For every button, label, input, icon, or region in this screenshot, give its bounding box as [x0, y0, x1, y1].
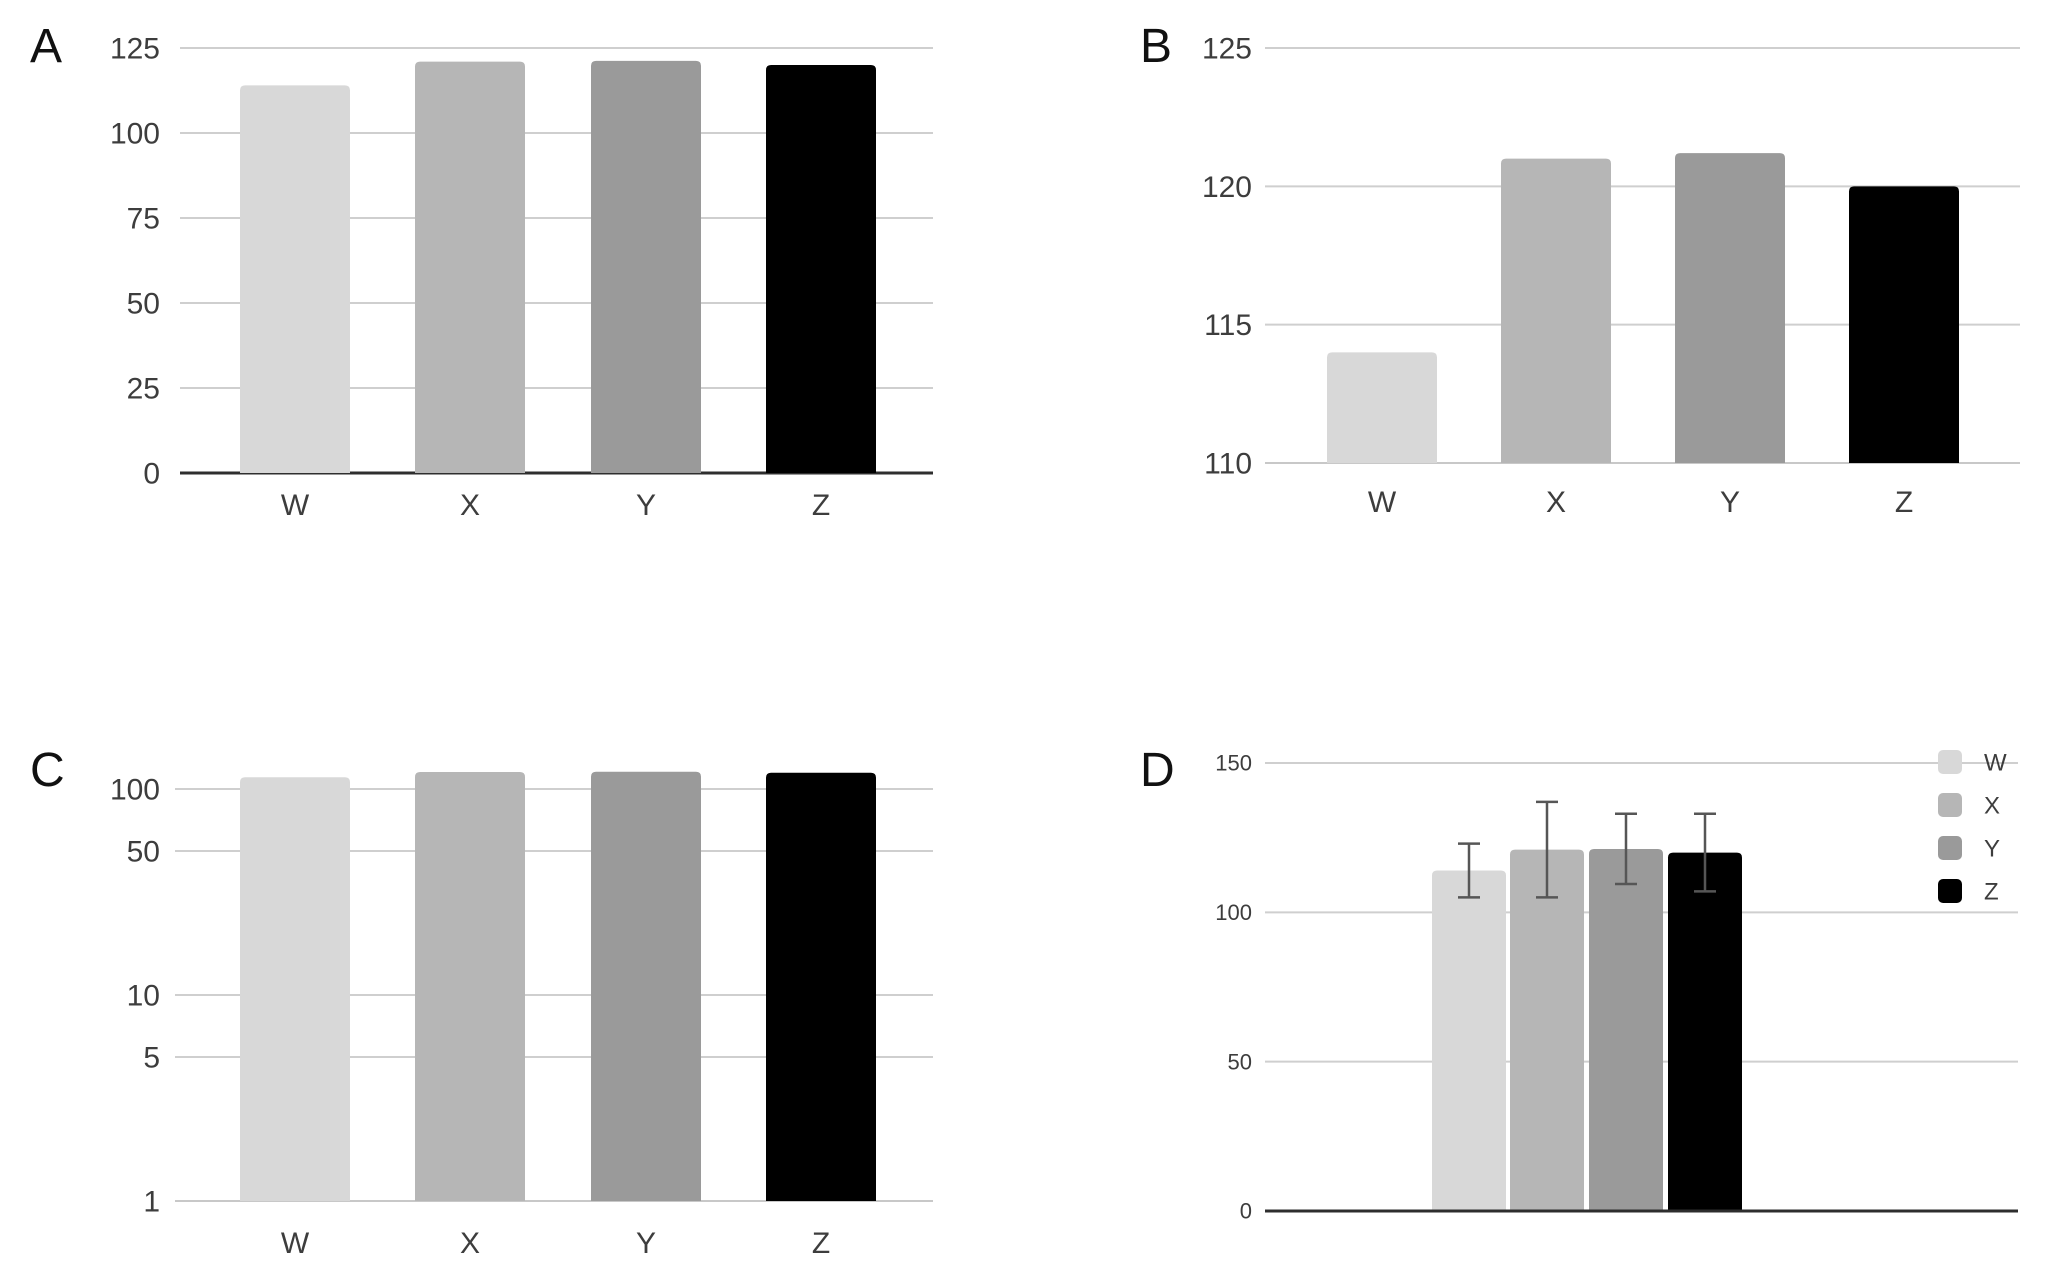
- bar-x-panel-D: [1510, 849, 1584, 1211]
- x-category-label: X: [460, 1227, 480, 1260]
- y-tick-label: 75: [127, 203, 160, 236]
- panel-letter-A: A: [30, 20, 62, 73]
- y-tick-label: 10: [127, 980, 160, 1013]
- x-category-label: W: [281, 1227, 310, 1260]
- legend-swatch-w: [1938, 750, 1962, 774]
- bar-w-panel-B: [1327, 352, 1437, 463]
- y-tick-label: 125: [1202, 33, 1252, 66]
- bar-z-panel-A: [766, 65, 876, 473]
- y-tick-label: 50: [1228, 1049, 1252, 1074]
- panel-C: C 1 5 10 50 100 W X Y Z: [30, 744, 933, 1260]
- y-tick-label: 0: [1240, 1199, 1252, 1224]
- y-tick-label: 100: [110, 774, 160, 807]
- x-category-label: Z: [812, 1227, 830, 1260]
- y-tick-label: 50: [127, 288, 160, 321]
- y-tick-label: 100: [110, 118, 160, 151]
- bar-z-panel-B: [1849, 186, 1959, 464]
- bar-y-panel-C: [591, 771, 701, 1201]
- bar-x-panel-C: [415, 771, 525, 1201]
- y-tick-label: 1: [143, 1186, 160, 1219]
- error-bar-y: [1615, 812, 1637, 886]
- y-tick-label: 25: [127, 373, 160, 406]
- x-category-label: Y: [636, 1227, 656, 1260]
- x-category-label: Y: [1720, 486, 1740, 519]
- x-category-label: W: [1368, 486, 1397, 519]
- y-tick-label: 110: [1204, 448, 1252, 481]
- panel-letter-C: C: [30, 744, 65, 797]
- x-category-label: Z: [812, 489, 830, 522]
- bar-w-panel-A: [240, 85, 350, 474]
- bar-z-panel-C: [766, 772, 876, 1201]
- bar-x-panel-B: [1501, 158, 1611, 463]
- y-tick-label: 120: [1202, 171, 1252, 204]
- y-tick-label: 0: [143, 458, 160, 491]
- legend-swatch-z: [1938, 879, 1962, 903]
- x-category-label: X: [1546, 486, 1566, 519]
- y-tick-label: 115: [1204, 309, 1252, 342]
- x-category-label: Z: [1895, 486, 1913, 519]
- y-tick-label: 5: [143, 1042, 160, 1075]
- legend-label-z: Z: [1984, 878, 1999, 905]
- y-tick-label: 125: [110, 33, 160, 66]
- x-category-label: W: [281, 489, 310, 522]
- y-tick-label: 100: [1215, 900, 1252, 925]
- panel-letter-B: B: [1140, 20, 1172, 73]
- y-tick-label: 50: [127, 836, 160, 869]
- bar-w-panel-C: [240, 777, 350, 1201]
- error-bar-x: [1536, 800, 1558, 899]
- bar-w-panel-D: [1432, 870, 1506, 1211]
- legend-label-w: W: [1984, 749, 2007, 776]
- bar-y-panel-D: [1589, 849, 1663, 1211]
- panel-A: A 0 25 50 75 100 125 W X Y Z: [30, 20, 933, 522]
- error-bar-w: [1458, 842, 1480, 899]
- legend-label-x: X: [1984, 792, 2000, 819]
- x-category-label: Y: [636, 489, 656, 522]
- bar-z-panel-D: [1668, 852, 1742, 1211]
- legend-swatch-x: [1938, 793, 1962, 817]
- bar-y-panel-B: [1675, 153, 1785, 463]
- panel-B: B 110 115 120 125 W X Y Z: [1140, 20, 2020, 519]
- legend-swatch-y: [1938, 836, 1962, 860]
- x-category-label: X: [460, 489, 480, 522]
- bar-y-panel-A: [591, 60, 701, 474]
- panel-letter-D: D: [1140, 744, 1175, 797]
- bar-x-panel-A: [415, 61, 525, 473]
- legend-label-y: Y: [1984, 835, 2000, 862]
- error-bar-z: [1694, 812, 1716, 893]
- y-tick-label: 150: [1215, 751, 1252, 776]
